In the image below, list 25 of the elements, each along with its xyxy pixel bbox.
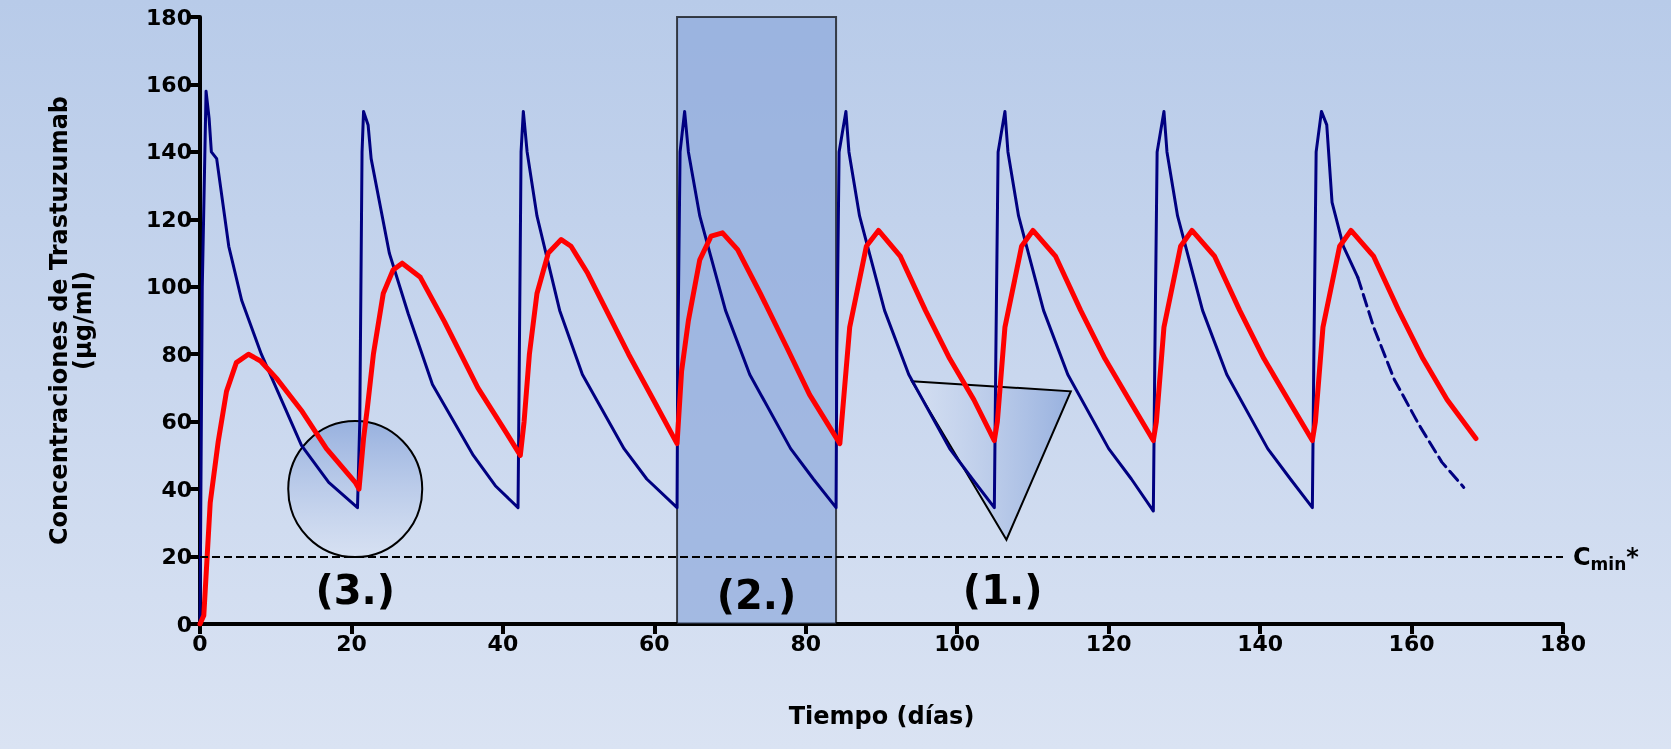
annotation: (1.): [962, 567, 1043, 614]
band-label: (2.): [716, 572, 797, 618]
x-tick-label: 20: [336, 630, 367, 656]
x-tick-label: 140: [1237, 630, 1284, 656]
x-tick-label: 100: [934, 630, 981, 656]
y-tick-label: 120: [146, 206, 192, 232]
x-tick-label: 120: [1085, 630, 1132, 656]
annotation: (3.): [315, 567, 396, 614]
y-tick-label: 180: [146, 4, 192, 30]
x-tick-label: 40: [487, 630, 519, 656]
x-tick-label: 80: [790, 630, 822, 656]
y-tick-label: 160: [146, 71, 192, 97]
x-tick-label: 0: [192, 630, 208, 656]
x-tick-label: 180: [1540, 630, 1586, 656]
y-axis-title: Concentraciones de Trastuzumab (µg/ml): [45, 95, 97, 546]
y-tick-label: 100: [146, 274, 192, 300]
y-tick-label: 0: [176, 611, 192, 637]
x-tick-label: 60: [639, 630, 670, 656]
y-tick-label: 60: [161, 409, 192, 435]
y-tick-label: 80: [161, 341, 192, 367]
y-tick-label: 40: [161, 476, 192, 502]
y-tick-label: 20: [161, 544, 192, 570]
x-axis-title: Tiempo (días): [788, 702, 975, 730]
x-tick-label: 160: [1388, 630, 1435, 656]
y-tick-label: 140: [146, 139, 192, 165]
